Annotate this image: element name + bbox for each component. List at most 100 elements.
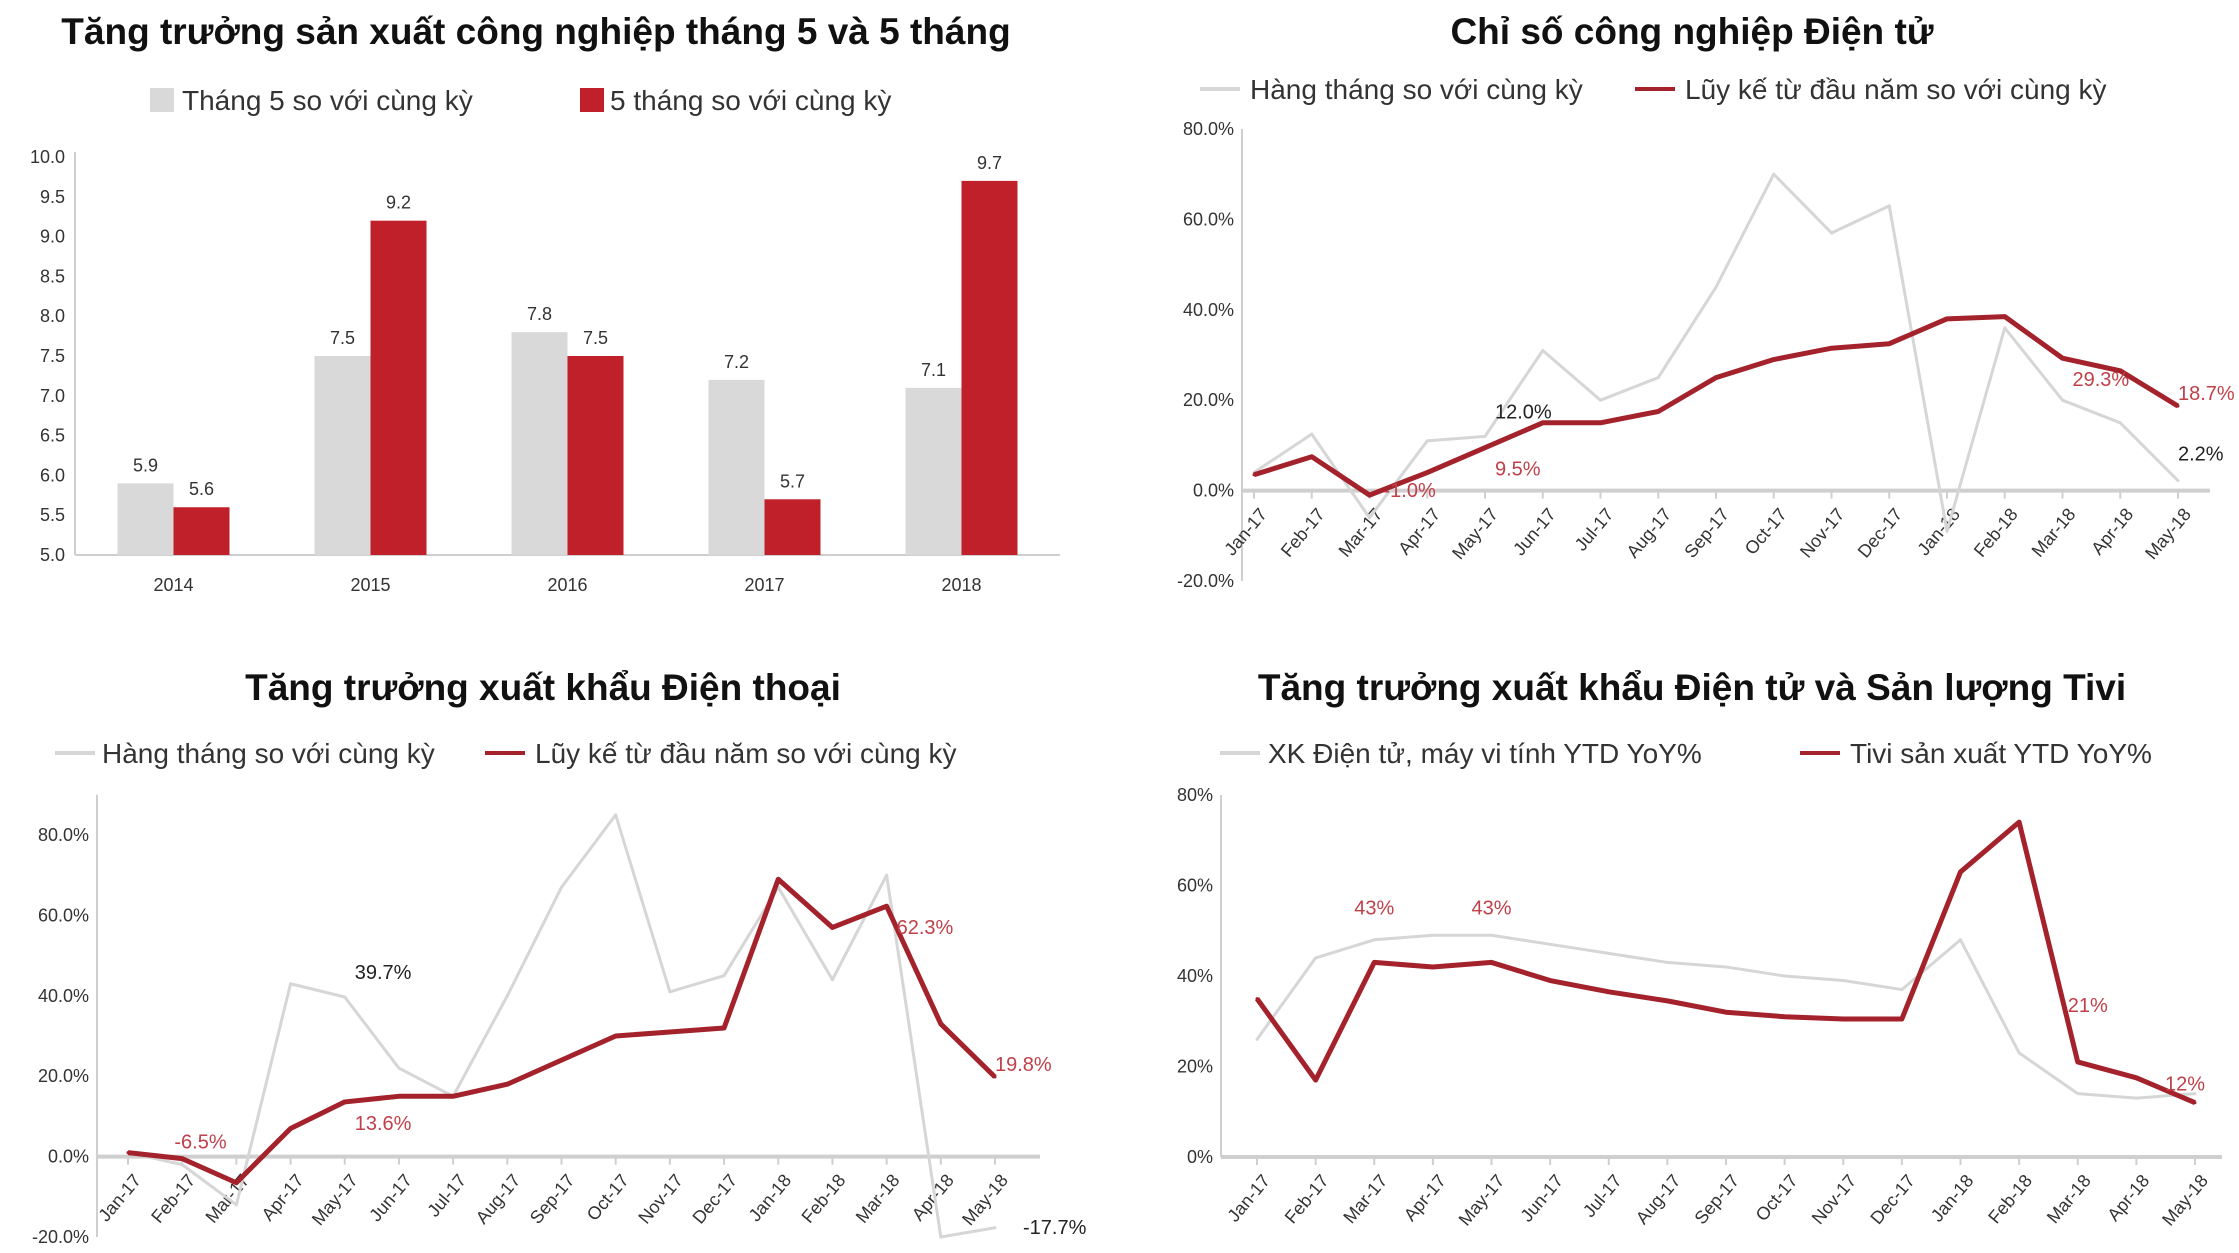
- bar: [567, 356, 624, 555]
- x-tick-label: Jul-17: [423, 1170, 470, 1220]
- y-tick-label: 60.0%: [1183, 209, 1234, 229]
- data-point: [668, 1030, 672, 1034]
- series-line-gray: [1253, 172, 2180, 533]
- data-point: [2017, 1051, 2021, 1055]
- data-point: [668, 990, 672, 994]
- data-point: [1714, 376, 1718, 380]
- data-point: [289, 982, 293, 986]
- bar: [314, 356, 371, 555]
- data-point: [1665, 960, 1669, 964]
- bar: [370, 220, 427, 555]
- y-tick-label: 10.0: [30, 147, 65, 167]
- data-point: [1830, 346, 1833, 350]
- x-tick-label: 2014: [153, 575, 193, 595]
- data-point: [397, 1066, 401, 1070]
- chart-title: Tăng trưởng sản xuất công nghiệp tháng 5…: [61, 11, 1010, 52]
- x-tick-label: Jan-17: [1220, 504, 1271, 559]
- y-tick-label: 9.0: [40, 227, 65, 247]
- y-tick-label: -20.0%: [32, 1227, 89, 1247]
- data-point: [1841, 979, 1845, 983]
- x-tick-label: May-17: [1448, 504, 1502, 563]
- data-point: [2193, 1101, 2197, 1105]
- x-tick-label: 2018: [941, 575, 981, 595]
- x-tick-label: Jan-18: [1913, 504, 1964, 559]
- line-chart-plot: 0%20%40%60%80%Jan-17 Feb-17 Mar-17 Apr-17 Ma…: [1177, 785, 2222, 1230]
- bar: [961, 180, 1018, 555]
- data-point: [1772, 358, 1776, 362]
- data-point: [1372, 938, 1376, 942]
- x-tick-label: Sep-17: [1680, 504, 1733, 561]
- y-tick-label: 80%: [1177, 785, 1213, 805]
- bar-value-label: 5.7: [780, 471, 805, 491]
- data-point: [2076, 1060, 2080, 1064]
- data-point: [343, 1100, 347, 1104]
- x-tick-label: 2015: [350, 575, 390, 595]
- y-tick-label: 0.0%: [48, 1147, 89, 1167]
- data-point: [1887, 204, 1891, 208]
- data-point: [2193, 1092, 2197, 1096]
- data-point: [2134, 1096, 2138, 1100]
- data-point: [1783, 974, 1787, 978]
- data-point: [1945, 529, 1949, 533]
- x-tick-label: 2016: [547, 575, 587, 595]
- data-label: 21%: [2068, 995, 2108, 1017]
- data-point: [1252, 473, 1256, 477]
- data-point: [993, 1075, 997, 1079]
- legend-label-electronics: XK Điện tử, máy vi tính YTD YoY%: [1268, 738, 1702, 769]
- y-tick-label: 40.0%: [38, 986, 89, 1006]
- data-point: [1314, 956, 1318, 960]
- data-point: [1431, 965, 1435, 969]
- data-point: [1599, 398, 1602, 402]
- bar-value-label: 7.2: [724, 352, 749, 372]
- bar: [117, 483, 174, 555]
- x-tick-label: Nov-17: [1808, 1171, 1861, 1228]
- data-point: [397, 1094, 401, 1098]
- x-tick-label: Jan-17: [94, 1170, 145, 1225]
- x-tick-label: Oct-17: [1741, 504, 1791, 558]
- data-point: [1656, 410, 1660, 413]
- data-point: [1548, 942, 1552, 946]
- data-point: [2003, 326, 2007, 330]
- x-tick-label: Feb-17: [1277, 504, 1329, 561]
- line-chart-plot: -20.0%0.0%20.0%40.0%60.0%80.0%Jan-17 Feb-…: [32, 794, 1087, 1247]
- bar-value-label: 7.1: [921, 360, 946, 380]
- data-point: [1607, 951, 1611, 955]
- x-tick-label: Aug-17: [1632, 1171, 1685, 1228]
- y-tick-label: 0%: [1187, 1147, 1213, 1167]
- data-point: [2176, 479, 2180, 483]
- data-point: [126, 1151, 130, 1155]
- data-point: [1483, 446, 1487, 450]
- x-tick-label: Jun-17: [1509, 504, 1560, 559]
- data-point: [451, 1094, 455, 1098]
- data-point: [1490, 960, 1493, 964]
- data-point: [343, 995, 347, 999]
- data-point: [234, 1203, 238, 1207]
- data-point: [1425, 439, 1429, 443]
- x-tick-label: Feb-18: [1970, 504, 2022, 561]
- y-tick-label: 20.0%: [38, 1066, 89, 1086]
- x-tick-label: Apr-17: [1400, 1171, 1450, 1225]
- data-point: [2061, 398, 2064, 402]
- data-point: [180, 1157, 184, 1161]
- data-point: [1314, 1078, 1318, 1082]
- data-point: [289, 1126, 293, 1130]
- y-tick-label: 40%: [1177, 966, 1213, 986]
- data-point: [1665, 999, 1669, 1003]
- data-point: [560, 1058, 563, 1062]
- data-point: [1490, 933, 1493, 937]
- x-tick-label: Nov-17: [1796, 504, 1849, 561]
- chart-electronics-index: Chỉ số công nghiệp Điện tử Hàng tháng so…: [1177, 11, 2235, 591]
- data-point: [180, 1163, 184, 1167]
- data-point: [614, 1034, 618, 1038]
- series-line-red: [127, 876, 997, 1186]
- x-tick-label: Dec-17: [1866, 1171, 1919, 1228]
- x-tick-label: Aug-17: [472, 1170, 525, 1227]
- y-tick-label: 5.5: [40, 505, 65, 525]
- legend-label-monthly: Hàng tháng so với cùng kỳ: [1250, 74, 1583, 105]
- data-label: 43%: [1354, 897, 1394, 919]
- y-tick-label: 7.5: [40, 346, 65, 366]
- bar: [764, 499, 821, 555]
- data-point: [1255, 1037, 1259, 1041]
- y-tick-label: 7.0: [40, 386, 65, 406]
- data-point: [2134, 1076, 2138, 1080]
